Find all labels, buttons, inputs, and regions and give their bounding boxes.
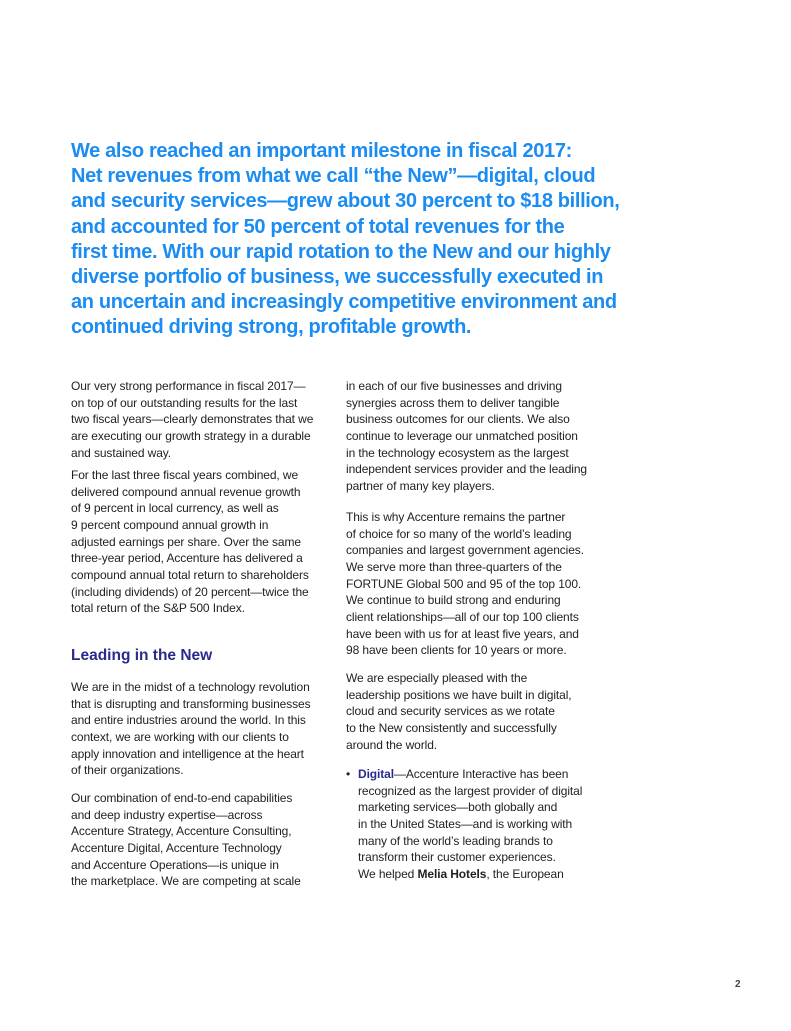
text-line: 98 have been clients for 10 years or mor…: [346, 643, 567, 658]
text-line: the marketplace. We are competing at sca…: [71, 874, 301, 889]
text-line: compound annual total return to sharehol…: [71, 567, 309, 582]
text-line: For the last three fiscal years combined…: [71, 468, 299, 482]
text-line: in each of our five businesses and drivi…: [346, 379, 562, 393]
text-line: Accenture Strategy, Accenture Consulting…: [71, 824, 292, 839]
text-line: business outcomes for our clients. We al…: [346, 412, 570, 427]
bullet-digital: Digital—Accenture Interactive has been r…: [358, 766, 582, 883]
text-line: We also reached an important milestone i…: [71, 140, 572, 162]
text-line: marketing services—both globally and: [358, 800, 558, 815]
text-line: Net revenues from what we call “the New”…: [71, 165, 596, 188]
left-paragraph-3: We are in the midst of a technology revo…: [71, 679, 311, 779]
text-line: in the technology ecosystem as the large…: [346, 445, 569, 460]
text-line: We continue to build strong and enduring: [346, 593, 561, 608]
text-line: and deep industry expertise—across: [71, 807, 263, 822]
bullet-marker: •: [346, 767, 351, 781]
text-line: (including dividends) of 20 percent—twic…: [71, 584, 309, 599]
text-line: are executing our growth strategy in a d…: [71, 428, 311, 443]
text-line: FORTUNE Global 500 and 95 of the top 100…: [346, 576, 582, 591]
text-line: We serve more than three-quarters of the: [346, 559, 562, 574]
text-line: Our combination of end-to-end capabiliti…: [71, 791, 293, 805]
text-line: and sustained way.: [71, 445, 172, 460]
bullet-first-line-text: —Accenture Interactive has been: [393, 767, 569, 781]
bullet-first-line: Digital—Accenture Interactive has been: [358, 766, 582, 783]
text-line: diverse portfolio of business, we succes…: [71, 266, 604, 289]
text-line: leadership positions we have built in di…: [346, 687, 572, 702]
text-line: This is why Accenture remains the partne…: [346, 510, 566, 524]
section-heading: Leading in the New: [71, 647, 213, 664]
text-line: Accenture Digital, Accenture Technology: [71, 840, 282, 855]
text-line: transform their customer experiences.: [358, 850, 556, 865]
bullet-last-end: , the European: [486, 866, 564, 881]
text-line: first time. With our rapid rotation to t…: [71, 240, 611, 263]
text-line: of choice for so many of the world’s lea…: [346, 526, 572, 541]
left-paragraph-4: Our combination of end-to-end capabiliti…: [71, 790, 301, 890]
left-paragraph-1: Our very strong performance in fiscal 20…: [71, 378, 313, 461]
text-line: recognized as the largest provider of di…: [358, 783, 583, 798]
text-line: delivered compound annual revenue growth: [71, 484, 301, 499]
text-line: have been with us for at least five year…: [346, 626, 579, 641]
bullet-term: Digital: [358, 767, 394, 781]
right-paragraph-2: This is why Accenture remains the partne…: [346, 509, 584, 659]
text-line: many of the world’s leading brands to: [358, 833, 553, 848]
text-line: an uncertain and increasingly competitiv…: [71, 291, 617, 314]
text-line: two fiscal years—clearly demonstrates th…: [71, 412, 314, 427]
text-line: of 9 percent in local currency, as well …: [71, 501, 279, 516]
text-line: cloud and security services as we rotate: [346, 704, 555, 719]
text-line: around the world.: [346, 737, 438, 752]
right-paragraph-1: in each of our five businesses and drivi…: [346, 378, 587, 495]
text-line: three-year period, Accenture has deliver…: [71, 551, 303, 566]
text-line: companies and largest government agencie…: [346, 543, 584, 558]
text-line: in the United States—and is working with: [358, 816, 573, 831]
text-line: apply innovation and intelligence at the…: [71, 746, 304, 761]
text-line: adjusted earnings per share. Over the sa…: [71, 534, 301, 549]
text-line: We are especially pleased with the: [346, 671, 528, 685]
right-paragraph-3: We are especially pleased with the leader…: [346, 670, 572, 753]
text-line: independent services provider and the le…: [346, 462, 588, 477]
text-line: partner of many key players.: [346, 478, 495, 493]
text-line: and security services—grew about 30 perc…: [71, 190, 620, 213]
text-line: total return of the S&P 500 Index.: [71, 601, 245, 616]
text-line: continued driving strong, profitable gro…: [71, 316, 472, 339]
text-line: on top of our outstanding results for th…: [71, 395, 298, 410]
bullet-lines: recognized as the largest provider of di…: [358, 783, 582, 866]
text-line: client relationships—all of our top 100 …: [346, 609, 579, 624]
pull-quote: We also reached an important milestone i…: [71, 139, 620, 341]
left-paragraph-2: For the last three fiscal years combined…: [71, 467, 309, 617]
text-line: synergies across them to deliver tangibl…: [346, 395, 560, 410]
page-number: 2: [735, 979, 741, 990]
text-line: 9 percent compound annual growth in: [71, 517, 269, 532]
text-line: to the New consistently and successfully: [346, 720, 557, 735]
melia-hotels: Melia Hotels: [417, 866, 487, 881]
text-line: and Accenture Operations—is unique in: [71, 857, 279, 872]
text-line: context, we are working with our clients…: [71, 729, 289, 744]
text-line: that is disrupting and transforming busi…: [71, 696, 311, 711]
text-line: and accounted for 50 percent of total re…: [71, 215, 565, 238]
text-line: We are in the midst of a technology revo…: [71, 680, 310, 694]
text-line: Our very strong performance in fiscal 20…: [71, 379, 306, 393]
text-line: continue to leverage our unmatched posit…: [346, 428, 578, 443]
bullet-last-start: We helped: [358, 866, 418, 881]
text-line: of their organizations.: [71, 763, 184, 778]
bullet-last-line: We helped Melia Hotels, the European: [358, 866, 582, 883]
text-line: and entire industries around the world. …: [71, 713, 306, 728]
